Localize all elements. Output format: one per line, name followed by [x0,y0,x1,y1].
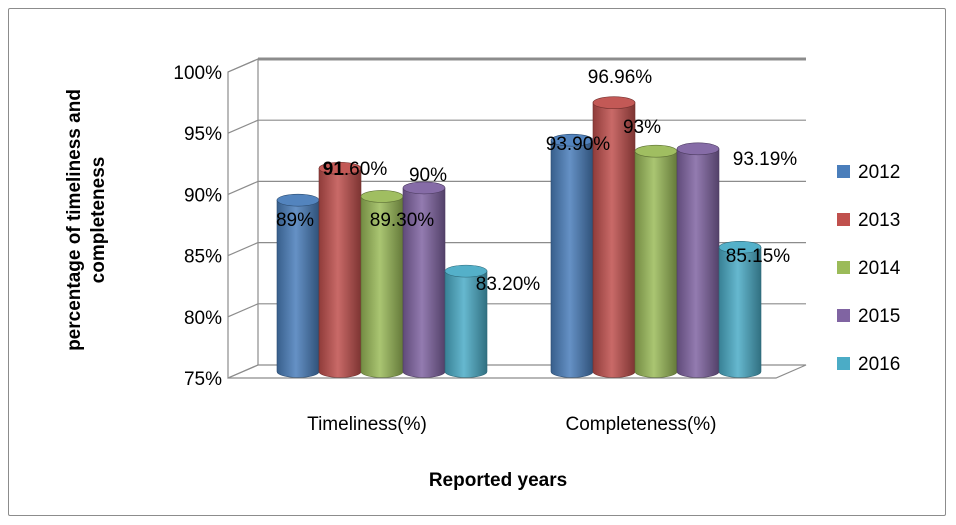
legend-label: 2012 [858,162,900,183]
y-tick-label: 90% [184,185,222,206]
data-label: 89.30% [370,210,435,231]
data-label: 93.19% [733,149,798,170]
legend-swatch [837,261,850,274]
side-wall [227,58,259,379]
bar-2012-completeness [550,133,594,378]
y-axis-title-line1: percentage of timeliness and [64,89,85,351]
legend-swatch [837,213,850,226]
x-axis-title: Reported years [429,470,567,491]
data-label: 93% [623,117,661,138]
floor [227,364,807,379]
y-tick-label: 75% [184,369,222,390]
legend-item-2016: 2016 [837,354,900,375]
data-label: 89% [276,210,314,231]
data-label: 90% [409,165,447,186]
grid-diagonal [227,242,259,257]
bar-2015-completeness [676,142,720,378]
data-labels: 89% 91.60% 89.30% 90% 83.20% 93.90% 96.96% 93% 9… [276,67,797,295]
bar-2014-timeliness [360,190,404,378]
grid-diagonal [227,180,259,195]
legend-swatch [837,165,850,178]
grid-diagonal [227,303,259,318]
data-label: 85.15% [726,246,791,267]
category-label: Completeness(%) [566,414,717,435]
legend-item-2014: 2014 [837,258,901,279]
data-label: 93.90% [546,134,611,155]
grid-diagonal [227,119,259,134]
category-label: Timeliness(%) [307,414,427,435]
data-label: 91.60% [323,159,388,180]
y-tick-label: 100% [173,63,222,84]
bar-2013-timeliness [318,162,362,378]
bar-2012-timeliness [276,193,320,378]
legend-swatch [837,357,850,370]
legend-label: 2016 [858,354,900,375]
legend-label: 2014 [858,258,901,279]
legend-label: 2015 [858,306,900,327]
data-label: 96.96% [588,67,653,88]
category-labels: Timeliness(%) Completeness(%) [307,414,716,435]
y-axis-ticks: 75% 80% 85% 90% 95% 100% [173,63,222,390]
bars [276,96,762,378]
bar-2013-completeness [592,96,636,378]
y-tick-label: 95% [184,124,222,145]
legend-item-2013: 2013 [837,210,900,231]
legend-label: 2013 [858,210,900,231]
legend-item-2012: 2012 [837,162,900,183]
bar-2015-timeliness [402,181,446,378]
y-tick-label: 85% [184,247,222,268]
bar-2014-completeness [634,144,678,378]
legend-item-2015: 2015 [837,306,900,327]
bar-2016-timeliness [444,264,488,378]
legend-swatch [837,309,850,322]
y-tick-label: 80% [184,308,222,329]
grid-diagonal [227,58,259,73]
chart-frame [8,8,946,516]
data-label: 83.20% [476,274,541,295]
bar-2016-completeness [718,240,762,378]
legend: 2012 2013 2014 2015 2016 [837,162,901,375]
y-axis-title-line2: completeness [88,157,109,284]
